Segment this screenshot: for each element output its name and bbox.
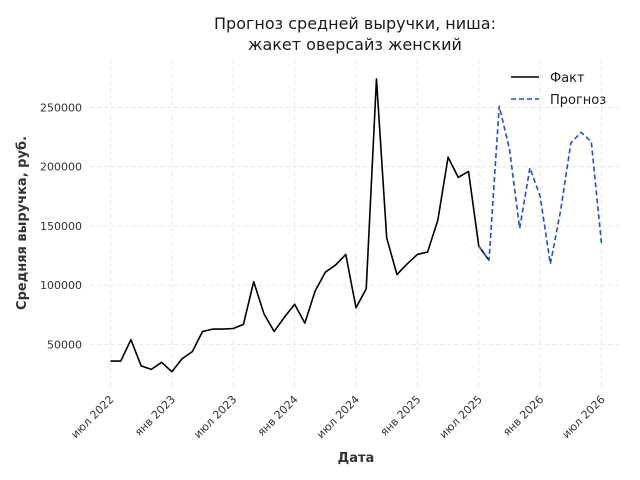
y-tick-label: 50000 — [47, 339, 82, 352]
series-lines — [110, 78, 603, 373]
grid — [90, 60, 622, 386]
chart-title: Прогноз средней выручки, ниша: жакет ове… — [214, 14, 496, 54]
chart-title-line-1: Прогноз средней выручки, ниша: — [214, 14, 496, 33]
x-tick-label: июл 2023 — [191, 393, 239, 441]
legend-label: Факт — [550, 71, 585, 86]
x-tick-label: июл 2022 — [69, 393, 117, 441]
x-tick-label: янв 2025 — [378, 393, 424, 439]
legend-label: Прогноз — [550, 93, 606, 108]
x-tick-label: июл 2025 — [437, 393, 485, 441]
y-tick-label: 250000 — [40, 101, 82, 114]
x-tick-label: янв 2024 — [255, 393, 301, 439]
x-tick-label: янв 2023 — [132, 393, 178, 439]
y-tick-label: 100000 — [40, 279, 82, 292]
forecast-series-line — [478, 105, 603, 265]
y-tick-label: 150000 — [40, 220, 82, 233]
y-axis-ticks: 50000 100000 150000 200000 250000 — [40, 101, 82, 351]
x-axis-label: Дата — [338, 451, 375, 466]
x-tick-label: янв 2026 — [500, 393, 546, 439]
x-tick-label: июл 2026 — [560, 393, 608, 441]
legend: Факт Прогноз — [511, 71, 606, 108]
fact-series-line — [110, 78, 490, 373]
x-axis-ticks: июл 2022 янв 2023 июл 2023 янв 2024 июл 2024… — [69, 393, 608, 441]
x-tick-label: июл 2024 — [314, 393, 362, 441]
y-tick-label: 200000 — [40, 161, 82, 174]
y-axis-label: Средняя выручка, руб. — [15, 136, 30, 310]
chart-title-line-2: жакет оверсайз женский — [248, 35, 462, 54]
